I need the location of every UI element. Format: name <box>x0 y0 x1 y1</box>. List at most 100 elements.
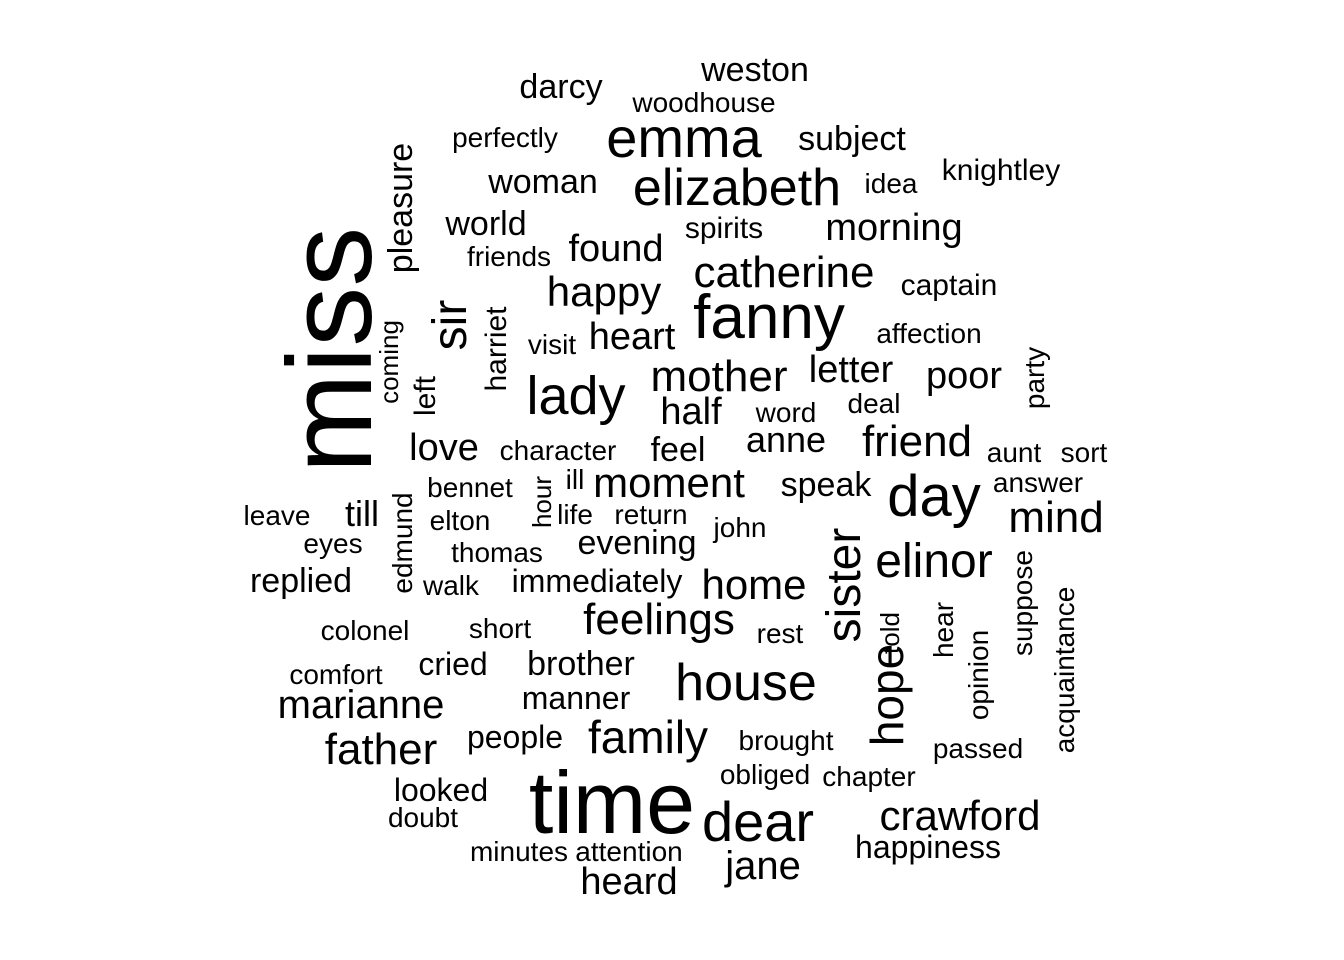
word-bennet: bennet <box>427 472 513 503</box>
word-sir: sir <box>424 299 477 351</box>
word-speak: speak <box>780 466 872 504</box>
word-family: family <box>587 711 709 763</box>
word-party: party <box>1019 346 1050 410</box>
word-found: found <box>568 228 664 270</box>
word-short: short <box>468 613 532 644</box>
word-friends: friends <box>466 241 552 272</box>
word-looked: looked <box>393 772 489 808</box>
word-manner: manner <box>521 680 631 716</box>
word-leave: leave <box>243 500 311 531</box>
word-answer: answer <box>992 467 1084 498</box>
word-told: told <box>875 612 905 654</box>
word-passed: passed <box>932 733 1024 764</box>
word-eyes: eyes <box>303 528 363 559</box>
word-hour: hour <box>527 475 557 529</box>
word-rest: rest <box>756 618 804 649</box>
word-return: return <box>614 499 688 530</box>
word-sort: sort <box>1060 437 1108 468</box>
word-edmund: edmund <box>387 492 418 594</box>
word-world: world <box>445 205 527 243</box>
word-perfectly: perfectly <box>452 122 558 153</box>
word-life: life <box>557 499 593 530</box>
word-home: home <box>701 561 807 608</box>
word-elinor: elinor <box>875 535 993 588</box>
word-mother: mother <box>650 352 788 401</box>
word-evening: evening <box>577 524 697 562</box>
word-moment: moment <box>593 459 745 506</box>
word-house: house <box>675 654 817 712</box>
word-weston: weston <box>701 51 809 89</box>
word-heard: heard <box>580 861 678 903</box>
word-affection: affection <box>876 318 982 349</box>
word-character: character <box>499 435 617 466</box>
word-father: father <box>324 725 438 774</box>
word-john: john <box>713 512 767 543</box>
word-morning: morning <box>825 207 963 249</box>
word-thomas: thomas <box>451 537 543 568</box>
word-walk: walk <box>422 570 480 601</box>
word-poor: poor <box>925 355 1003 397</box>
word-feelings: feelings <box>583 595 735 644</box>
word-hear: hear <box>928 601 959 659</box>
word-mind: mind <box>1008 493 1104 542</box>
word-colonel: colonel <box>320 615 410 646</box>
word-friend: friend <box>861 417 973 466</box>
word-elton: elton <box>429 505 491 536</box>
word-miss: miss <box>263 226 397 474</box>
word-happiness: happiness <box>855 829 1001 865</box>
word-knightley: knightley <box>941 154 1061 187</box>
word-dear: dear <box>701 790 815 853</box>
word-elizabeth: elizabeth <box>632 159 842 217</box>
word-emma: emma <box>606 106 762 169</box>
word-chapter: chapter <box>822 761 916 792</box>
word-woman: woman <box>488 163 598 201</box>
word-brought: brought <box>738 725 834 756</box>
word-doubt: doubt <box>387 802 459 833</box>
word-visit: visit <box>527 329 577 360</box>
word-harriet: harriet <box>480 306 513 392</box>
word-day: day <box>887 464 981 529</box>
word-pleasure: pleasure <box>382 142 420 274</box>
word-happy: happy <box>546 268 662 315</box>
word-idea: idea <box>864 168 918 199</box>
word-cried: cried <box>418 646 488 682</box>
word-letter: letter <box>808 349 894 391</box>
word-time: time <box>528 753 696 852</box>
word-jane: jane <box>725 844 801 888</box>
word-word: word <box>755 397 817 428</box>
word-feel: feel <box>650 431 706 469</box>
word-captain: captain <box>900 269 998 302</box>
word-woodhouse: woodhouse <box>632 87 776 118</box>
word-love: love <box>409 427 479 469</box>
word-catherine: catherine <box>693 248 875 297</box>
word-hope: hope <box>861 643 913 747</box>
word-attention: attention <box>575 836 683 867</box>
word-acquaintance: acquaintance <box>1049 586 1080 754</box>
word-left: left <box>409 375 442 417</box>
word-marianne: marianne <box>277 683 445 727</box>
word-subject: subject <box>798 120 906 158</box>
word-people: people <box>466 719 564 755</box>
word-coming: coming <box>374 320 404 404</box>
word-ill: ill <box>565 464 585 495</box>
word-replied: replied <box>249 562 353 600</box>
word-lady: lady <box>526 366 626 426</box>
word-minutes: minutes <box>469 836 569 867</box>
word-opinion: opinion <box>963 629 994 721</box>
word-comfort: comfort <box>289 659 383 690</box>
word-sister: sister <box>818 527 871 643</box>
word-aunt: aunt <box>986 437 1042 468</box>
word-obliged: obliged <box>719 759 811 790</box>
word-fanny: fanny <box>693 283 845 352</box>
word-heart: heart <box>588 316 676 358</box>
word-deal: deal <box>847 388 901 419</box>
word-till: till <box>345 493 379 534</box>
word-spirits: spirits <box>684 212 764 245</box>
word-half: half <box>660 391 722 433</box>
word-immediately: immediately <box>511 563 683 599</box>
word-suppose: suppose <box>1007 550 1038 656</box>
word-crawford: crawford <box>879 792 1041 839</box>
word-brother: brother <box>527 645 635 683</box>
word-darcy: darcy <box>519 68 603 106</box>
